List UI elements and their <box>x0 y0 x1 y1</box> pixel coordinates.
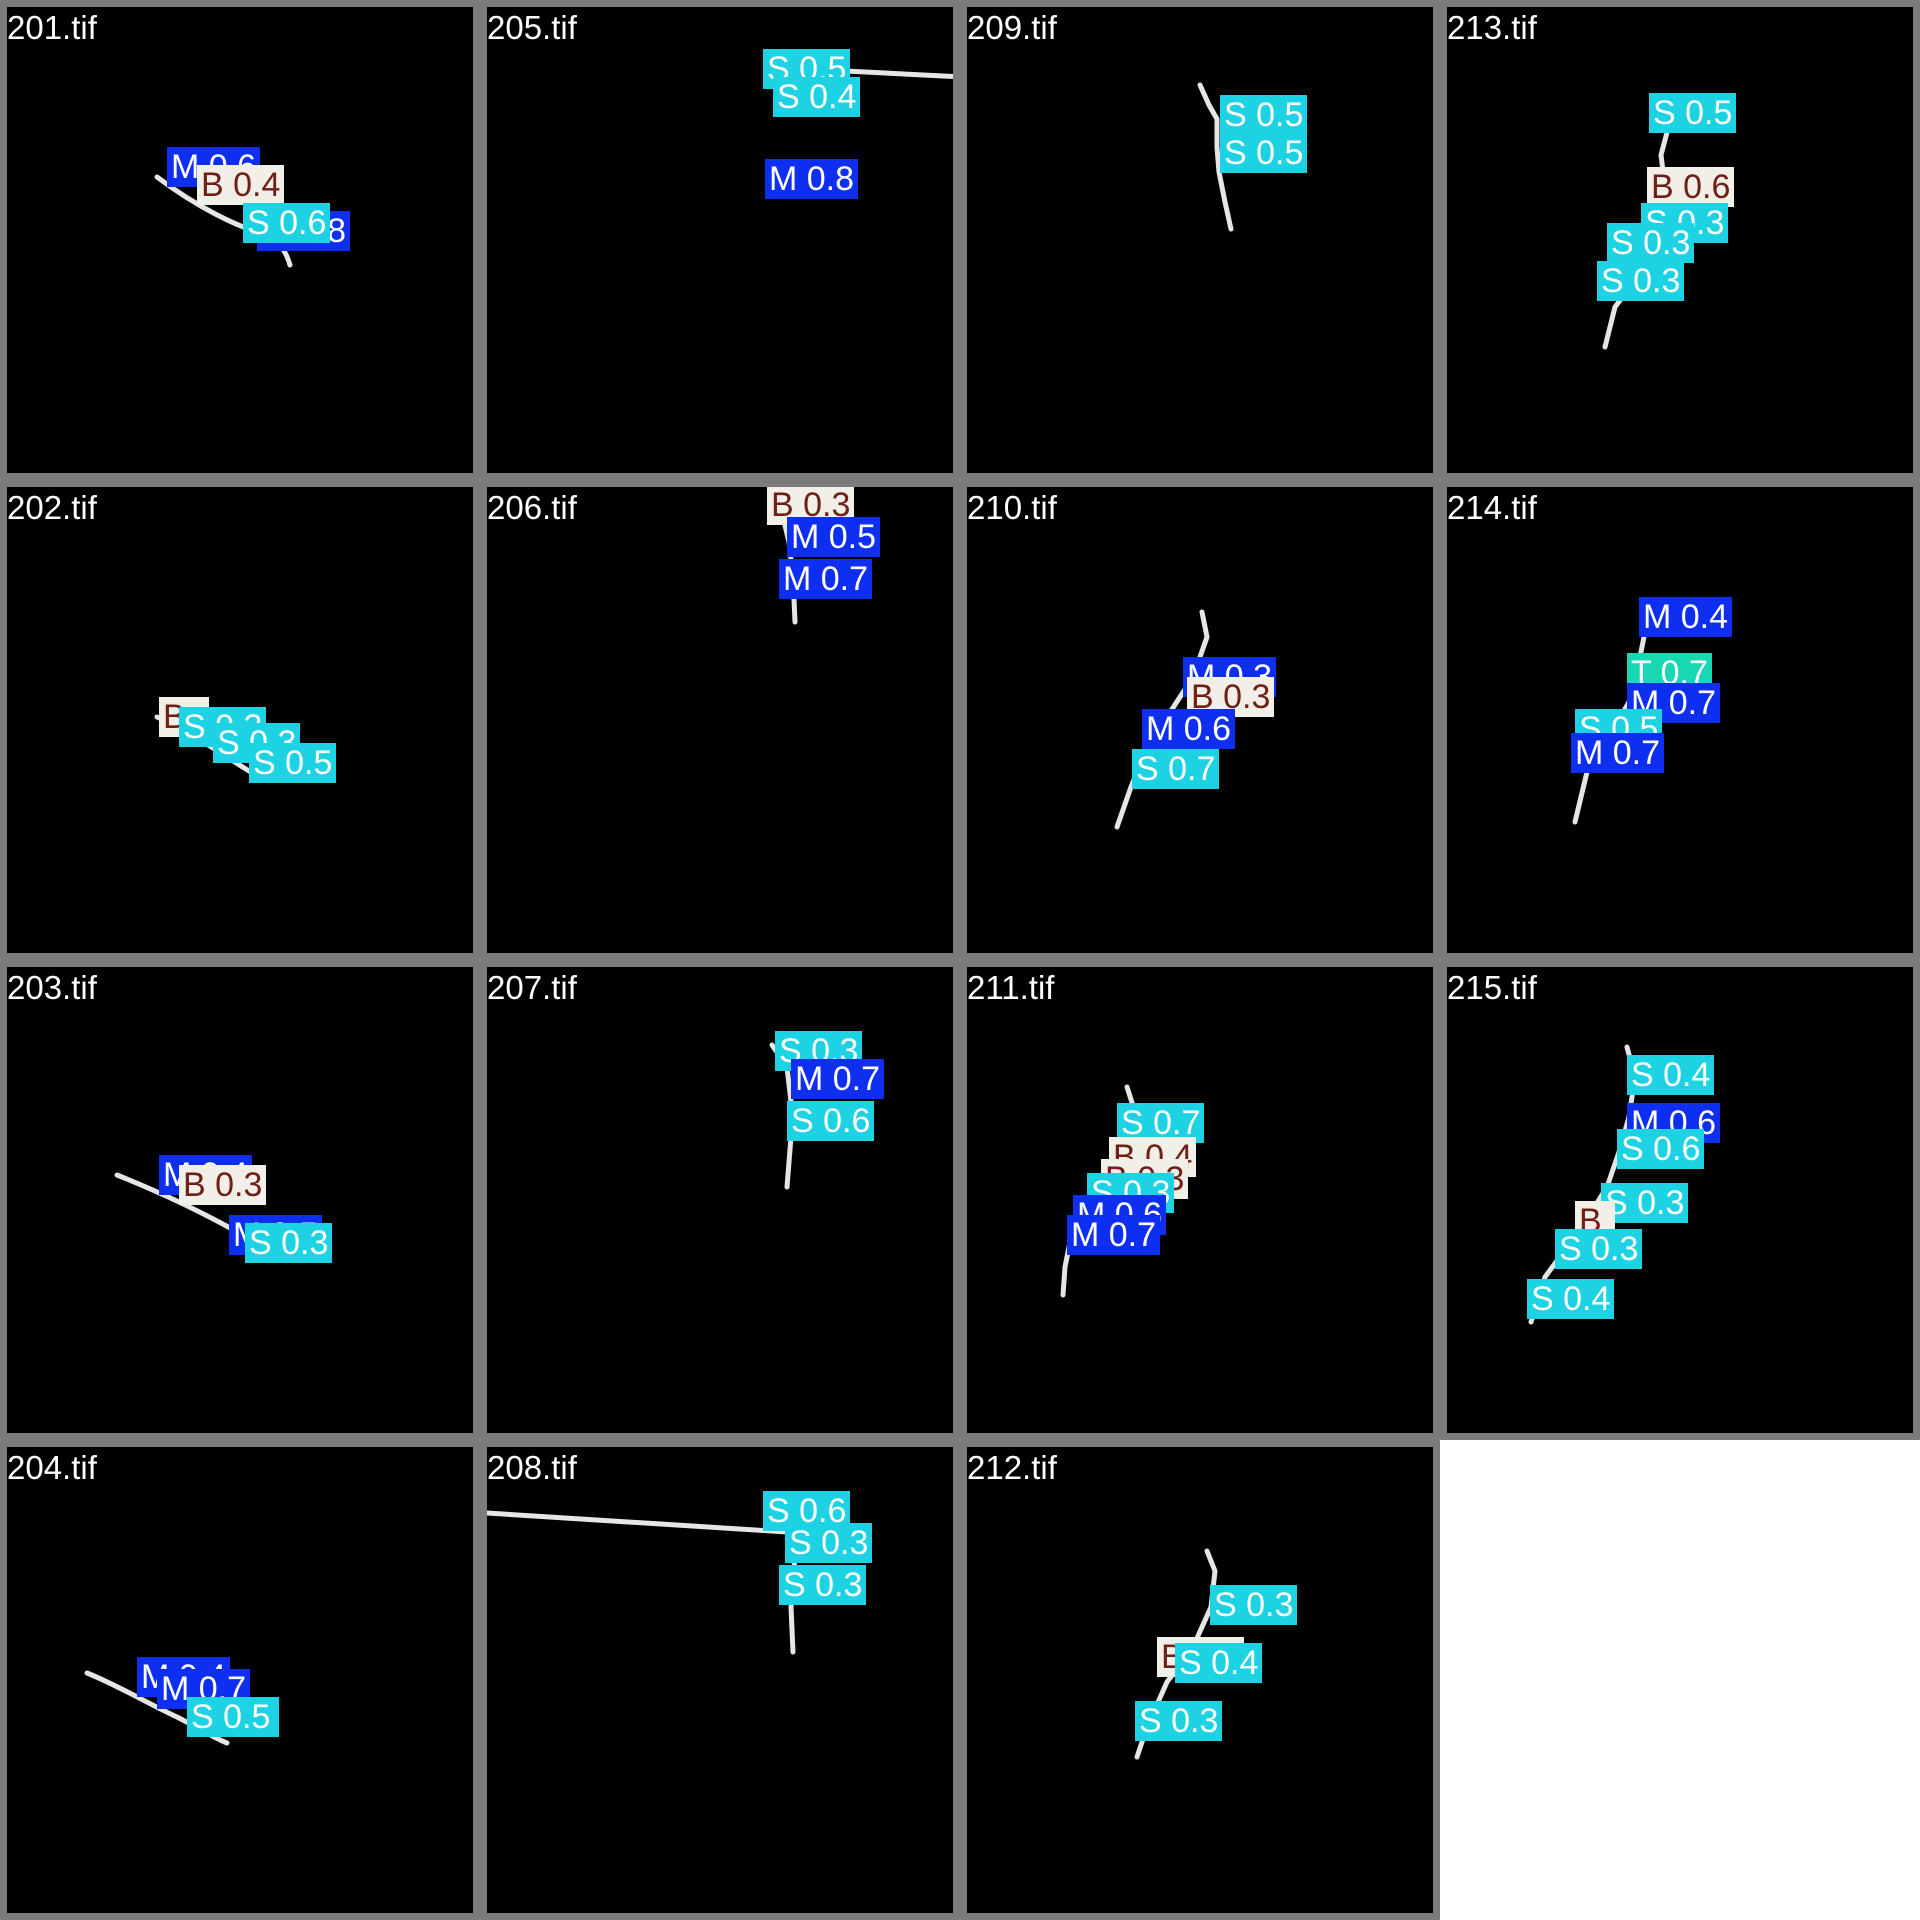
detection-label-s: S 0.6 <box>243 203 330 243</box>
root-trace <box>487 7 953 473</box>
detection-label-m: M 0.7 <box>1571 733 1664 773</box>
image-tile: S 0.4 M 0.6 S 0.6 S 0.3 B S 0.3 S 0.4 215.tif <box>1440 960 1920 1440</box>
detection-label-s: S 0.3 <box>1210 1585 1297 1625</box>
detection-label-m: M 0.4 <box>1639 597 1732 637</box>
detection-label-s: S 0.3 <box>1597 261 1684 301</box>
detection-label-s: S 0.3 <box>245 1223 332 1263</box>
detection-label-s: S 0.3 <box>779 1565 866 1605</box>
image-tile: S 0.6 S 0.3 S 0.3 208.tif <box>480 1440 960 1920</box>
root-trace <box>487 487 953 953</box>
tile-filename: 214.tif <box>1447 489 1537 527</box>
image-canvas: S 0.5 S 0.5 209.tif <box>967 7 1433 473</box>
detection-label-s: S 0.4 <box>1527 1279 1614 1319</box>
tile-filename: 201.tif <box>7 9 97 47</box>
root-trace <box>487 1447 953 1913</box>
root-trace <box>967 7 1433 473</box>
detection-label-m: M 0.7 <box>1067 1215 1160 1255</box>
image-canvas: S 0.6 S 0.3 S 0.3 208.tif <box>487 1447 953 1913</box>
image-tile: M 0.4 T 0.7 M 0.7 S 0.5 M 0.7 214.tif <box>1440 480 1920 960</box>
detection-label-s: S 0.3 <box>1555 1229 1642 1269</box>
tile-filename: 203.tif <box>7 969 97 1007</box>
detection-label-s: S 0.5 <box>187 1697 279 1737</box>
detection-label-s: S 0.3 <box>1135 1701 1222 1741</box>
detection-label-m: M 0.6 <box>1142 709 1235 749</box>
tile-filename: 208.tif <box>487 1449 577 1487</box>
tile-filename: 205.tif <box>487 9 577 47</box>
tile-filename: 207.tif <box>487 969 577 1007</box>
detection-label-s: S 0.6 <box>787 1101 874 1141</box>
detection-label-b: B 0.4 <box>197 165 284 205</box>
detection-label-b: B 0.3 <box>179 1165 266 1205</box>
detection-label-s: S 0.6 <box>1617 1129 1704 1169</box>
tile-filename: 215.tif <box>1447 969 1537 1007</box>
detection-label-s: S 0.4 <box>773 77 860 117</box>
tile-filename: 210.tif <box>967 489 1057 527</box>
image-tile: B 0.3 M 0.5 M 0.7 206.tif <box>480 480 960 960</box>
tile-filename: 206.tif <box>487 489 577 527</box>
image-canvas: S 0.3 M 0.7 S 0.6 207.tif <box>487 967 953 1433</box>
detection-label-m: M 0.5 <box>787 517 880 557</box>
detection-label-s: S 0.7 <box>1132 749 1219 789</box>
image-canvas: S 0.5 S 0.4 M 0.8 205.tif <box>487 7 953 473</box>
detection-label-b: B 0.6 <box>1647 167 1734 207</box>
tile-filename: 213.tif <box>1447 9 1537 47</box>
detection-label-m: M 0.8 <box>765 159 858 199</box>
image-canvas: B 0.3 M 0.5 M 0.7 206.tif <box>487 487 953 953</box>
tile-filename: 212.tif <box>967 1449 1057 1487</box>
image-tile: S 0.5 S 0.4 M 0.8 205.tif <box>480 0 960 480</box>
image-canvas: M 0.4 T 0.7 M 0.7 S 0.5 M 0.7 214.tif <box>1447 487 1913 953</box>
tile-filename: 209.tif <box>967 9 1057 47</box>
detection-label-s: S 0.3 <box>1607 223 1694 263</box>
tile-filename: 202.tif <box>7 489 97 527</box>
detection-label-s: S 0.5 <box>1220 95 1307 135</box>
detection-label-s: S 0.5 <box>249 743 336 783</box>
image-tile: S 0.5 S 0.5 209.tif <box>960 0 1440 480</box>
detection-label-s: S 0.5 <box>1220 133 1307 173</box>
image-canvas: S 0.4 M 0.6 S 0.6 S 0.3 B S 0.3 S 0.4 215.tif <box>1447 967 1913 1433</box>
detection-label-m: M 0.7 <box>791 1059 884 1099</box>
tile-filename: 211.tif <box>967 969 1054 1007</box>
detection-label-m: M 0.7 <box>779 559 872 599</box>
root-trace <box>967 967 1433 1433</box>
detection-label-s: S 0.4 <box>1627 1055 1714 1095</box>
root-trace <box>487 967 953 1433</box>
detection-label-s: S 0.4 <box>1175 1643 1262 1683</box>
detection-label-s: S 0.3 <box>785 1523 872 1563</box>
tile-filename: 204.tif <box>7 1449 97 1487</box>
detection-label-s: S 0.5 <box>1649 93 1736 133</box>
root-trace <box>7 7 473 473</box>
image-tile: S 0.3 M 0.7 S 0.6 207.tif <box>480 960 960 1440</box>
